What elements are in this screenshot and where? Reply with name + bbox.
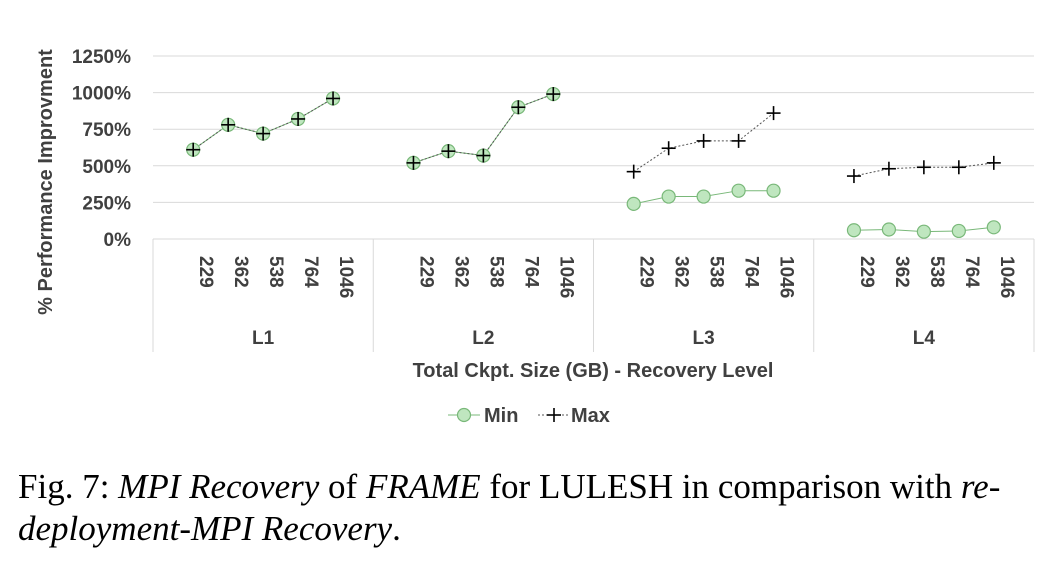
group-labels: L1 L2 L3 L4 [252, 328, 935, 349]
caption-italic-3: re-deployment-MPI Recovery [18, 467, 1001, 548]
x-tick-label: 1046 [335, 256, 356, 298]
x-tick-label: 229 [636, 256, 657, 288]
max-point [881, 161, 896, 176]
max-point [731, 133, 746, 148]
x-tick-label: 538 [485, 256, 506, 288]
caption-italic-2: FRAME [365, 467, 481, 506]
max-point [291, 111, 306, 126]
caption-suffix: . [392, 509, 401, 548]
max-point [986, 155, 1001, 170]
y-tick-label: 1000% [72, 84, 131, 105]
x-tick-label: 362 [891, 256, 912, 288]
max-point [846, 169, 861, 184]
min-point [881, 222, 897, 237]
y-axis-ticks: 0% 250% 500% 750% 1000% 1250% [72, 47, 131, 251]
caption-italic-1: MPI Recovery [118, 467, 320, 506]
max-series-line [192, 98, 334, 151]
min-point [661, 189, 676, 204]
x-tick-label: 1046 [555, 256, 576, 298]
min-point [731, 183, 746, 198]
max-point [546, 87, 561, 102]
series-lines [192, 93, 994, 233]
max-point [326, 91, 341, 106]
max-series-line [853, 162, 994, 177]
x-tick-label: 764 [741, 256, 762, 288]
group-label: L4 [913, 328, 936, 349]
x-tick-label: 362 [230, 256, 251, 288]
x-tick-label: 229 [195, 256, 216, 288]
x-tick-label: 538 [265, 256, 286, 288]
max-point [441, 144, 456, 159]
min-point [626, 196, 641, 211]
x-tick-label: 362 [450, 256, 471, 288]
x-tick-label: 764 [300, 256, 321, 288]
max-point [696, 133, 711, 148]
x-tick-label: 229 [415, 256, 436, 288]
max-point [547, 408, 561, 422]
min-point [986, 220, 1001, 235]
y-tick-label: 750% [82, 120, 131, 141]
max-point [186, 142, 201, 157]
x-tick-label: 538 [926, 256, 947, 288]
max-point [661, 141, 676, 156]
figure-caption: Fig. 7: MPI Recovery of FRAME for LULESH… [18, 466, 1058, 550]
min-point [846, 223, 862, 238]
caption-mid-2: for LULESH in comparison with [480, 467, 961, 506]
y-tick-label: 1250% [72, 47, 131, 68]
caption-mid-1: of [319, 467, 366, 506]
x-tick-label: 229 [856, 256, 877, 288]
max-point [511, 100, 526, 115]
x-tick-label: 538 [706, 256, 727, 288]
max-point [406, 155, 421, 170]
min-point [766, 183, 781, 198]
group-label: L2 [472, 328, 494, 349]
max-point [951, 160, 966, 175]
x-tick-label: 362 [671, 256, 692, 288]
legend: Min Max [448, 405, 610, 427]
y-tick-label: 500% [82, 157, 131, 178]
x-tick-label: 764 [961, 256, 982, 288]
series-points [186, 86, 1001, 239]
x-tick-label: 1046 [996, 256, 1017, 298]
y-tick-label: 0% [104, 230, 132, 251]
max-point [221, 117, 236, 132]
x-tick-label: 1046 [776, 256, 797, 298]
x-tick-label: 764 [520, 256, 541, 288]
group-label: L3 [693, 328, 715, 349]
x-axis-label: Total Ckpt. Size (GB) - Recovery Level [413, 360, 774, 382]
max-point [626, 164, 641, 179]
y-axis-label: % Performance Improvment [35, 49, 57, 315]
min-point [456, 407, 472, 423]
group-label: L1 [252, 328, 275, 349]
line-chart: 0% 250% 500% 750% 1000% 1250% 229 362 538 764 104… [35, 47, 1035, 427]
x-axis-ticks: 229 362 538 764 1046 229 362 538 764 1046 229 362 53… [195, 256, 1017, 298]
max-point [916, 160, 931, 175]
category-axis-frame [152, 239, 1035, 352]
min-point [951, 223, 966, 239]
max-point [766, 106, 781, 121]
caption-prefix: Fig. 7: [18, 467, 119, 506]
min-point [916, 224, 931, 239]
min-series-line [192, 98, 334, 151]
max-point [476, 148, 491, 163]
min-point [696, 189, 711, 204]
y-tick-label: 250% [82, 193, 131, 214]
legend-max-label: Max [571, 405, 610, 427]
gridlines [153, 55, 1034, 240]
max-point [256, 126, 271, 141]
legend-min-label: Min [484, 405, 518, 427]
